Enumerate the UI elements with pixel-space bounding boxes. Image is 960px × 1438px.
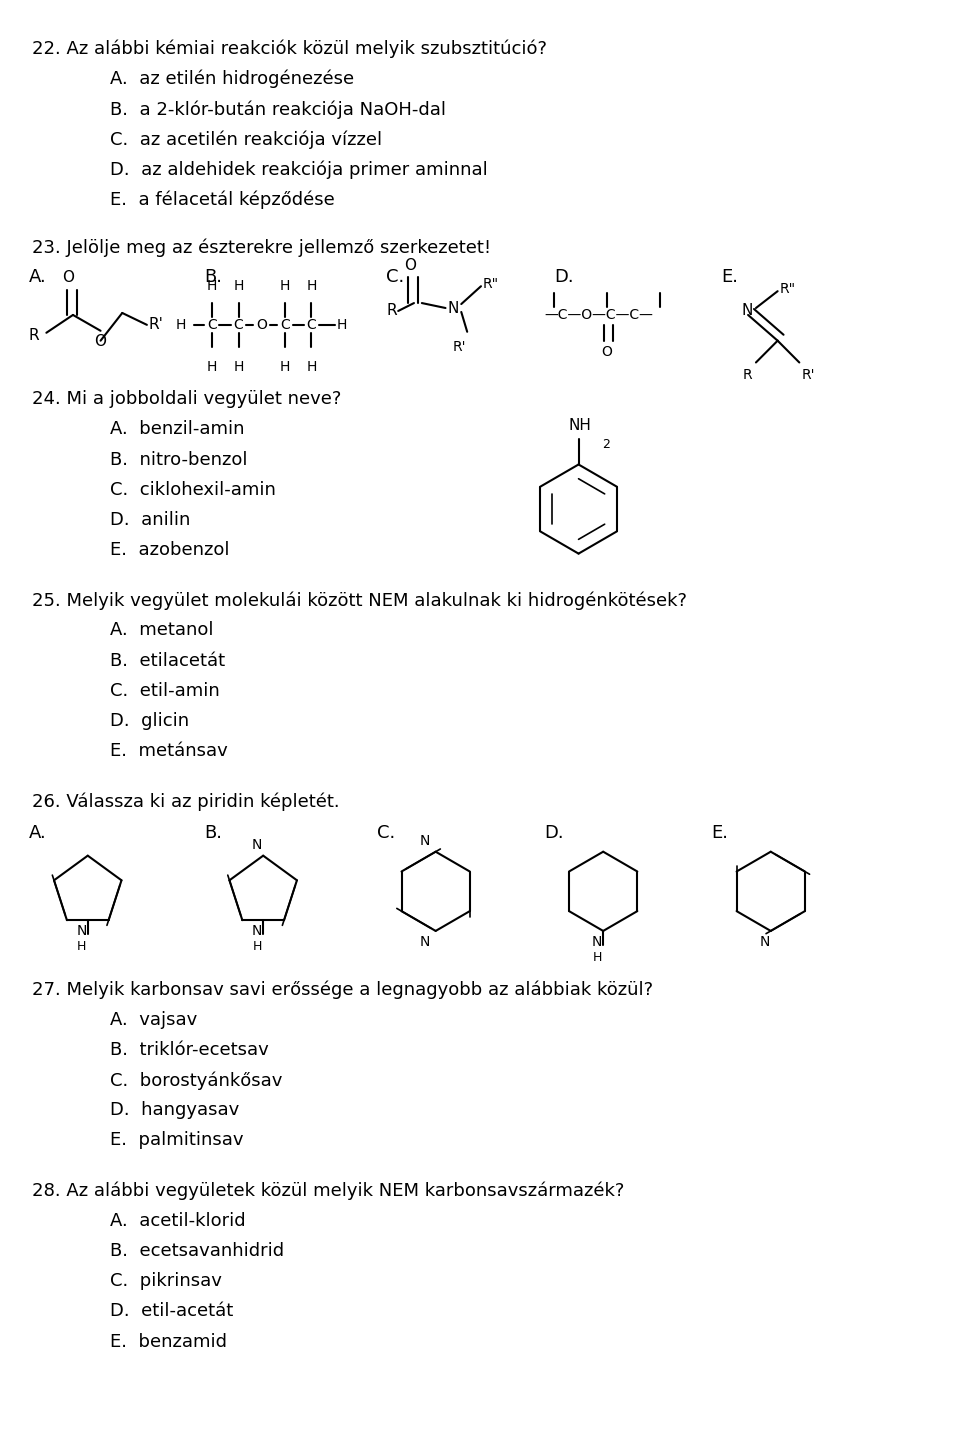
Text: H: H (337, 318, 348, 332)
Text: C.: C. (376, 824, 395, 843)
Text: O: O (404, 259, 416, 273)
Text: A.  vajsav: A. vajsav (110, 1011, 198, 1028)
Text: H: H (176, 318, 186, 332)
Text: B.: B. (204, 269, 222, 286)
Text: O: O (62, 270, 74, 285)
Text: A.  az etilén hidrogénezése: A. az etilén hidrogénezése (110, 70, 354, 88)
Text: B.: B. (204, 824, 222, 843)
Text: 27. Melyik karbonsav savi erőssége a legnagyobb az alábbiak közül?: 27. Melyik karbonsav savi erőssége a leg… (32, 981, 653, 999)
Text: E.  metánsav: E. metánsav (110, 742, 228, 761)
Text: D.: D. (544, 824, 564, 843)
Text: R": R" (483, 278, 499, 292)
Text: C.  pikrinsav: C. pikrinsav (110, 1273, 223, 1290)
Text: 2: 2 (602, 437, 611, 450)
Text: C: C (207, 318, 217, 332)
Text: R': R' (802, 368, 815, 383)
Text: N: N (252, 925, 262, 938)
Text: N: N (759, 935, 770, 949)
Text: D.  az aldehidek reakciója primer aminnal: D. az aldehidek reakciója primer aminnal (110, 161, 489, 178)
Text: 22. Az alábbi kémiai reakciók közül melyik szubsztitúció?: 22. Az alábbi kémiai reakciók közül mely… (32, 40, 546, 58)
Text: H: H (592, 951, 602, 963)
Text: H: H (233, 360, 244, 374)
Text: E.  palmitinsav: E. palmitinsav (110, 1132, 244, 1149)
Text: A.  benzil-amin: A. benzil-amin (110, 420, 245, 439)
Text: B.  nitro-benzol: B. nitro-benzol (110, 450, 248, 469)
Text: B.  a 2-klór-bután reakciója NaOH-dal: B. a 2-klór-bután reakciója NaOH-dal (110, 101, 446, 118)
Text: E.  azobenzol: E. azobenzol (110, 541, 230, 559)
Text: H: H (252, 940, 262, 953)
Text: E.: E. (711, 824, 729, 843)
Text: N: N (420, 834, 430, 848)
Text: H: H (306, 279, 317, 293)
Text: C: C (233, 318, 244, 332)
Text: N: N (77, 925, 87, 938)
Text: C.  ciklohexil-amin: C. ciklohexil-amin (110, 480, 276, 499)
Text: A.  acetil-klorid: A. acetil-klorid (110, 1212, 246, 1229)
Text: E.  a félacetál képződése: E. a félacetál képződése (110, 191, 335, 209)
Text: B.  triklór-ecetsav: B. triklór-ecetsav (110, 1041, 269, 1058)
Text: C: C (306, 318, 317, 332)
Text: H: H (206, 279, 217, 293)
Text: 25. Melyik vegyület molekulái között NEM alakulnak ki hidrogénkötések?: 25. Melyik vegyület molekulái között NEM… (32, 591, 686, 610)
Text: N: N (592, 935, 603, 949)
Text: 23. Jelölje meg az észterekre jellemző szerkezetet!: 23. Jelölje meg az észterekre jellemző s… (32, 239, 491, 257)
Text: O: O (255, 318, 267, 332)
Text: D.  glicin: D. glicin (110, 712, 189, 731)
Text: D.: D. (554, 269, 573, 286)
Text: N: N (420, 935, 430, 949)
Text: O: O (602, 345, 612, 358)
Text: R: R (29, 328, 39, 342)
Text: A.: A. (29, 269, 46, 286)
Text: H: H (233, 279, 244, 293)
Text: R: R (386, 303, 397, 318)
Text: D.  hangyasav: D. hangyasav (110, 1102, 240, 1119)
Text: R": R" (780, 282, 796, 296)
Text: E.: E. (722, 269, 738, 286)
Text: 26. Válassza ki az piridin képletét.: 26. Válassza ki az piridin képletét. (32, 792, 339, 811)
Text: H: H (306, 360, 317, 374)
Text: 24. Mi a jobboldali vegyület neve?: 24. Mi a jobboldali vegyület neve? (32, 390, 341, 408)
Text: R': R' (149, 318, 164, 332)
Text: H: H (279, 360, 290, 374)
Text: R: R (742, 368, 752, 383)
Text: H: H (77, 940, 86, 953)
Text: O: O (95, 334, 107, 349)
Text: C.  az acetilén reakciója vízzel: C. az acetilén reakciója vízzel (110, 131, 382, 148)
Text: NH: NH (568, 418, 591, 433)
Text: D.  anilin: D. anilin (110, 510, 191, 529)
Text: H: H (279, 279, 290, 293)
Text: N: N (252, 838, 262, 851)
Text: C.  etil-amin: C. etil-amin (110, 682, 220, 700)
Text: N: N (741, 303, 753, 318)
Text: A.  metanol: A. metanol (110, 621, 214, 640)
Text: N: N (447, 301, 459, 315)
Text: C: C (280, 318, 290, 332)
Text: 28. Az alábbi vegyületek közül melyik NEM karbonsavszármazék?: 28. Az alábbi vegyületek közül melyik NE… (32, 1182, 624, 1199)
Text: A.: A. (29, 824, 46, 843)
Text: B.  etilacetát: B. etilacetát (110, 651, 226, 670)
Text: B.  ecetsavanhidrid: B. ecetsavanhidrid (110, 1242, 284, 1260)
Text: —C—O—C—C—: —C—O—C—C— (544, 308, 653, 322)
Text: E.  benzamid: E. benzamid (110, 1333, 228, 1350)
Text: H: H (206, 360, 217, 374)
Text: C.: C. (386, 269, 404, 286)
Text: D.  etil-acetát: D. etil-acetát (110, 1303, 233, 1320)
Text: R': R' (452, 339, 466, 354)
Text: C.  borostyánkősav: C. borostyánkősav (110, 1071, 283, 1090)
